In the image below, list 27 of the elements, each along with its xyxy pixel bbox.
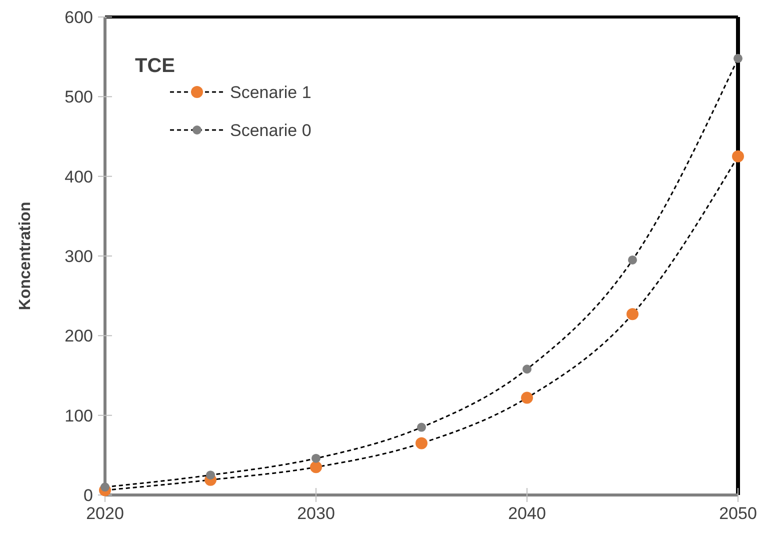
x-tick-label: 2020 [86,504,124,523]
legend-label: Scenarie 0 [230,120,312,140]
point [416,437,428,450]
point [206,470,215,480]
y-tick-label: 100 [64,406,93,426]
text: TCE [135,55,175,77]
x-tick-label: 2030 [297,504,335,523]
point [626,308,638,320]
point [522,364,532,374]
x-tick-label: 2050 [719,504,757,523]
point [521,392,533,404]
point [732,150,744,162]
point [312,454,320,463]
point [734,54,742,63]
point [310,461,322,474]
point [100,482,110,492]
x-tick-label: 2040 [508,504,546,523]
point [628,255,637,264]
y-tick-label: 600 [64,8,93,27]
point [417,422,426,432]
y-tick-label: 300 [64,246,93,266]
y-tick-label: 200 [64,326,93,346]
y-axis-title: Koncentration [17,202,34,310]
y-tick-label: 0 [84,486,93,505]
y-tick-label: 500 [64,88,93,107]
y-tick-label: 400 [64,167,93,186]
legend-label: Scenarie 1 [230,82,312,102]
